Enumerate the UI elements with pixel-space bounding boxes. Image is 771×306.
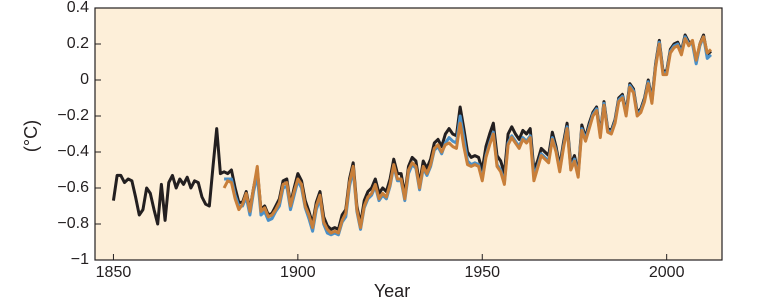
y-tick-label: 0 [80,71,89,88]
y-tick-label: −0.2 [57,107,89,124]
x-tick-label: 1850 [96,264,132,281]
y-tick-label: −0.6 [57,179,89,196]
x-tick-label: 1900 [280,264,316,281]
y-tick-label: 0.4 [67,0,89,16]
y-tick-label: −1 [71,251,89,268]
y-tick-label: −0.4 [57,143,89,160]
series-line [222,35,712,235]
plot-background [95,8,722,260]
y-tick-label: −0.8 [57,215,89,232]
y-tick-label: 0.2 [67,35,89,52]
y-axis-label: (°C) [21,120,41,152]
x-axis-label: Year [374,281,410,301]
x-tick-label: 1950 [464,264,500,281]
x-tick-label: 2000 [649,264,685,281]
lines [111,33,712,237]
plot-frame [94,7,723,261]
